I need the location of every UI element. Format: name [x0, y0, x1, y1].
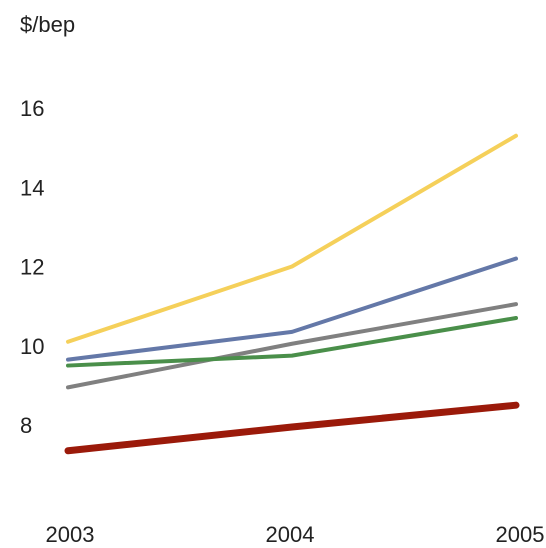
y-tick-label: 10 — [20, 334, 44, 359]
series-line-1 — [66, 133, 518, 344]
y-tick-label: 14 — [20, 175, 44, 200]
x-tick-label: 2004 — [266, 522, 315, 547]
series-line-3 — [66, 302, 518, 390]
y-tick-label: 12 — [20, 255, 44, 280]
y-tick-label: 16 — [20, 96, 44, 121]
y-axis-unit-label: $/bep — [20, 12, 75, 37]
series-line-2 — [66, 256, 518, 362]
series-line-4 — [66, 316, 518, 368]
y-axis-ticks: 8 10 12 14 16 — [20, 96, 44, 438]
x-axis-ticks: 2003 2004 2005 — [46, 522, 545, 547]
x-tick-label: 2003 — [46, 522, 95, 547]
series-line-5 — [64, 401, 520, 455]
series-lines — [64, 133, 520, 455]
y-tick-label: 8 — [20, 413, 32, 438]
x-tick-label: 2005 — [496, 522, 545, 547]
